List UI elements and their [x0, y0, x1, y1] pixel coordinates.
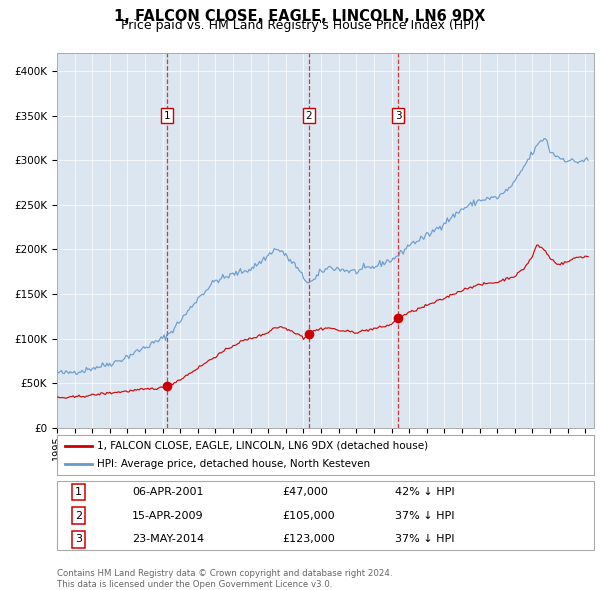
Text: 1: 1: [75, 487, 82, 497]
Text: 3: 3: [75, 535, 82, 544]
Text: £105,000: £105,000: [283, 511, 335, 520]
Text: 2: 2: [305, 110, 312, 120]
Text: £123,000: £123,000: [283, 535, 335, 544]
Text: Price paid vs. HM Land Registry's House Price Index (HPI): Price paid vs. HM Land Registry's House …: [121, 19, 479, 32]
Text: 1, FALCON CLOSE, EAGLE, LINCOLN, LN6 9DX: 1, FALCON CLOSE, EAGLE, LINCOLN, LN6 9DX: [115, 9, 485, 24]
Text: 06-APR-2001: 06-APR-2001: [132, 487, 203, 497]
Text: 15-APR-2009: 15-APR-2009: [132, 511, 204, 520]
Text: 1: 1: [164, 110, 171, 120]
Text: 2: 2: [75, 511, 82, 520]
Text: 1, FALCON CLOSE, EAGLE, LINCOLN, LN6 9DX (detached house): 1, FALCON CLOSE, EAGLE, LINCOLN, LN6 9DX…: [97, 441, 428, 451]
Text: Contains HM Land Registry data © Crown copyright and database right 2024.
This d: Contains HM Land Registry data © Crown c…: [57, 569, 392, 589]
Text: 23-MAY-2014: 23-MAY-2014: [132, 535, 205, 544]
Text: £47,000: £47,000: [283, 487, 328, 497]
Text: 37% ↓ HPI: 37% ↓ HPI: [395, 535, 455, 544]
Text: HPI: Average price, detached house, North Kesteven: HPI: Average price, detached house, Nort…: [97, 459, 370, 469]
Text: 3: 3: [395, 110, 402, 120]
Text: 42% ↓ HPI: 42% ↓ HPI: [395, 487, 455, 497]
Text: 37% ↓ HPI: 37% ↓ HPI: [395, 511, 455, 520]
